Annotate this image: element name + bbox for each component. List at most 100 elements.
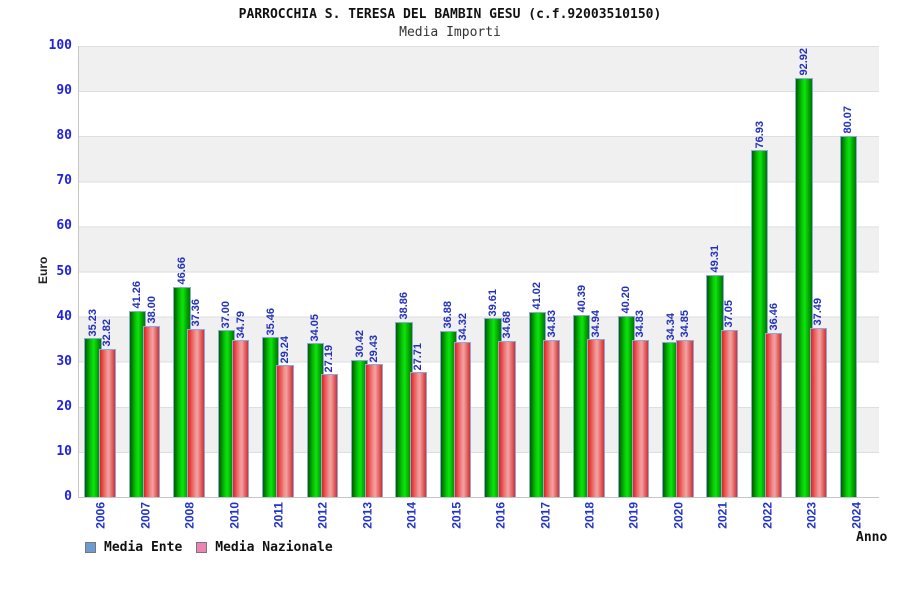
y-tick-label: 40 (56, 308, 72, 324)
bar-value-label: 34.32 (456, 312, 469, 341)
bar-value-label: 37.49 (812, 298, 825, 326)
bar-media-ente: 80.07 (839, 106, 858, 497)
bar-group: 34.05 27.19 2012 (301, 46, 345, 529)
bar-media-nazionale: 27.19 (320, 345, 339, 497)
bar-media-nazionale: 36.46 (765, 303, 783, 497)
x-tick-label: 2014 (404, 502, 419, 529)
bar-media-nazionale: 27.71 (409, 343, 427, 497)
x-axis-title: Anno (856, 530, 888, 545)
legend: Media Ente Media Nazionale (85, 540, 333, 555)
bar-group: 40.39 34.94 2018 (568, 46, 612, 529)
bar-group: 35.46 29.24 2011 (257, 46, 301, 528)
bar-group: 92.92 37.49 2023 (790, 46, 834, 529)
bar-group: 30.42 29.43 2013 (346, 46, 390, 529)
x-tick-label: 2016 (493, 502, 508, 529)
y-tick-label: 100 (48, 38, 72, 53)
y-tick-label: 20 (56, 398, 72, 414)
bar-value-label: 34.83 (634, 310, 647, 338)
bar-group: 46.66 37.36 2008 (168, 46, 212, 529)
bar-media-nazionale: 34.85 (676, 310, 694, 497)
bar-group: 49.31 37.05 2021 (701, 46, 745, 529)
bar-value-label: 41.02 (531, 282, 544, 310)
x-tick-label: 2015 (449, 502, 464, 529)
bar-value-label: 49.31 (709, 245, 722, 273)
y-tick-label: 10 (56, 443, 72, 459)
x-tick-label: 2007 (138, 502, 153, 529)
y-tick-label: 80 (56, 128, 72, 144)
x-tick-label: 2010 (227, 502, 242, 529)
legend-swatch-media-nazionale (196, 542, 208, 553)
bar-value-label: 34.79 (234, 310, 247, 339)
bar-group: 40.20 34.83 2019 (612, 46, 656, 529)
bar-media-nazionale: 29.24 (276, 336, 294, 497)
bar-value-label: 29.43 (367, 334, 380, 363)
bar-group: 41.02 34.83 2017 (523, 46, 567, 529)
x-tick-label: 2023 (804, 502, 819, 529)
bar-value-label: 80.07 (842, 106, 855, 134)
bars-layer: 35.23 32.82 2006 41.26 38.00 2007 46.66 37.36 20… (79, 46, 879, 529)
bar-media-nazionale: 34.83 (542, 310, 561, 497)
bar-value-label: 34.05 (309, 313, 322, 342)
y-tick-label: 70 (56, 173, 72, 189)
bar-media-nazionale: 34.83 (631, 310, 650, 497)
bar-media-nazionale: 34.32 (454, 313, 472, 497)
plot-area: 35.23 32.82 2006 41.26 38.00 2007 46.66 37.36 20… (78, 46, 879, 529)
y-tick-label: 0 (64, 489, 72, 504)
x-tick-label: 2020 (671, 502, 686, 529)
bar-value-label: 38.00 (145, 296, 158, 324)
bar-media-ente: 76.93 (750, 121, 769, 497)
legend-label-media-nazionale: Media Nazionale (215, 540, 333, 555)
x-tick-label: 2019 (626, 502, 641, 529)
bar-value-label: 35.46 (264, 307, 277, 336)
bar-value-label: 35.23 (86, 308, 99, 337)
bar-media-nazionale: 32.82 (98, 319, 116, 497)
chart-subtitle: Media Importi (399, 25, 501, 40)
bar-group: 37.00 34.79 2010 (212, 46, 256, 529)
x-tick-label: 2017 (538, 502, 553, 529)
bar-value-label: 40.39 (575, 285, 588, 313)
x-tick-label: 2008 (182, 502, 197, 529)
bar-value-label: 37.36 (190, 298, 203, 327)
bar-value-label: 32.82 (101, 319, 114, 347)
bar-media-nazionale: 34.94 (587, 310, 605, 497)
bar-value-label: 38.86 (398, 292, 411, 320)
bar-value-label: 34.83 (545, 310, 558, 338)
bar-media-nazionale: 34.68 (498, 311, 516, 497)
bar-value-label: 34.68 (501, 311, 514, 339)
bar-group: 41.26 38.00 2007 (123, 46, 167, 529)
bar-group: 80.07 2024 (834, 46, 878, 529)
bar-group: 76.93 36.46 2022 (746, 46, 790, 529)
legend-item-media-nazionale: Media Nazionale (196, 540, 333, 555)
bar-media-ente: 92.92 (795, 48, 813, 497)
bar-value-label: 37.05 (723, 300, 736, 328)
y-tick-label: 60 (56, 218, 72, 234)
x-tick-label: 2013 (360, 502, 375, 529)
x-tick-label: 2012 (315, 502, 330, 529)
bar-value-label: 29.24 (278, 335, 291, 364)
bar-group: 36.88 34.32 2015 (435, 46, 479, 529)
y-tick-label: 30 (56, 353, 72, 369)
bar-value-label: 76.93 (753, 120, 766, 149)
bar-value-label: 37.00 (220, 300, 233, 329)
bar-value-label: 40.20 (620, 286, 633, 314)
x-tick-label: 2022 (760, 502, 775, 529)
bar-value-label: 34.85 (678, 310, 691, 338)
bar-value-label: 92.92 (797, 48, 810, 76)
bar-group: 38.86 27.71 2014 (390, 46, 434, 529)
legend-label-media-ente: Media Ente (104, 540, 183, 555)
bar-media-nazionale: 37.49 (809, 298, 827, 497)
chart-title: PARROCCHIA S. TERESA DEL BAMBIN GESU (c.… (238, 7, 662, 22)
x-tick-label: 2021 (715, 502, 730, 529)
bar-value-label: 36.88 (442, 301, 455, 329)
x-tick-label: 2006 (93, 502, 108, 529)
bar-value-label: 46.66 (175, 257, 188, 285)
bar-group: 35.23 32.82 2006 (79, 46, 123, 529)
x-tick-label: 2018 (582, 502, 597, 529)
bar-media-nazionale: 37.05 (720, 300, 738, 497)
bar-media-nazionale: 37.36 (187, 299, 205, 497)
bar-media-nazionale: 38.00 (142, 296, 161, 497)
bar-group: 39.61 34.68 2016 (479, 46, 523, 529)
bar-value-label: 30.42 (353, 330, 366, 358)
bar-value-label: 34.94 (590, 309, 603, 338)
